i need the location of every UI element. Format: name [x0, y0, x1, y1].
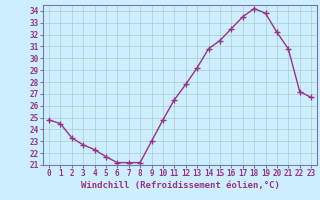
- X-axis label: Windchill (Refroidissement éolien,°C): Windchill (Refroidissement éolien,°C): [81, 181, 279, 190]
